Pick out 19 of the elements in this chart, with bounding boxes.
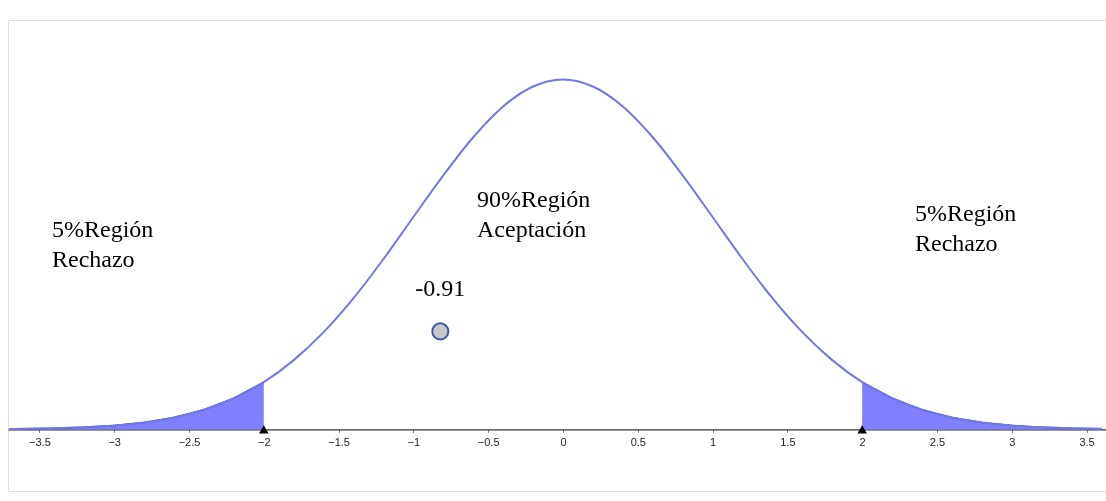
x-tick-label: −2 — [258, 435, 271, 448]
annotation: 5%Región Rechazo — [52, 216, 154, 272]
x-tick-label: −1 — [407, 435, 421, 448]
x-tick-label: 0.5 — [630, 435, 646, 448]
x-tick-label: 2.5 — [929, 435, 946, 448]
annotation: -0.91 — [415, 275, 466, 302]
x-tick-label: 3.5 — [1079, 435, 1095, 448]
x-tick-label: −0.5 — [477, 435, 500, 448]
x-tick-label: −3 — [108, 435, 121, 448]
x-tick-label: 2 — [859, 435, 866, 448]
annotation: 90%Región Aceptación — [477, 186, 591, 242]
x-tick-label: 0 — [560, 435, 567, 448]
annotation: 5%Región Rechazo — [915, 200, 1017, 256]
x-tick-label: 3 — [1009, 435, 1016, 448]
x-tick-label: −3.5 — [29, 435, 51, 448]
x-tick-label: −1.5 — [328, 435, 350, 448]
x-tick-label: 1 — [710, 435, 717, 448]
x-tick-label: 1.5 — [780, 435, 796, 448]
x-tick-label: −2.5 — [178, 435, 201, 448]
